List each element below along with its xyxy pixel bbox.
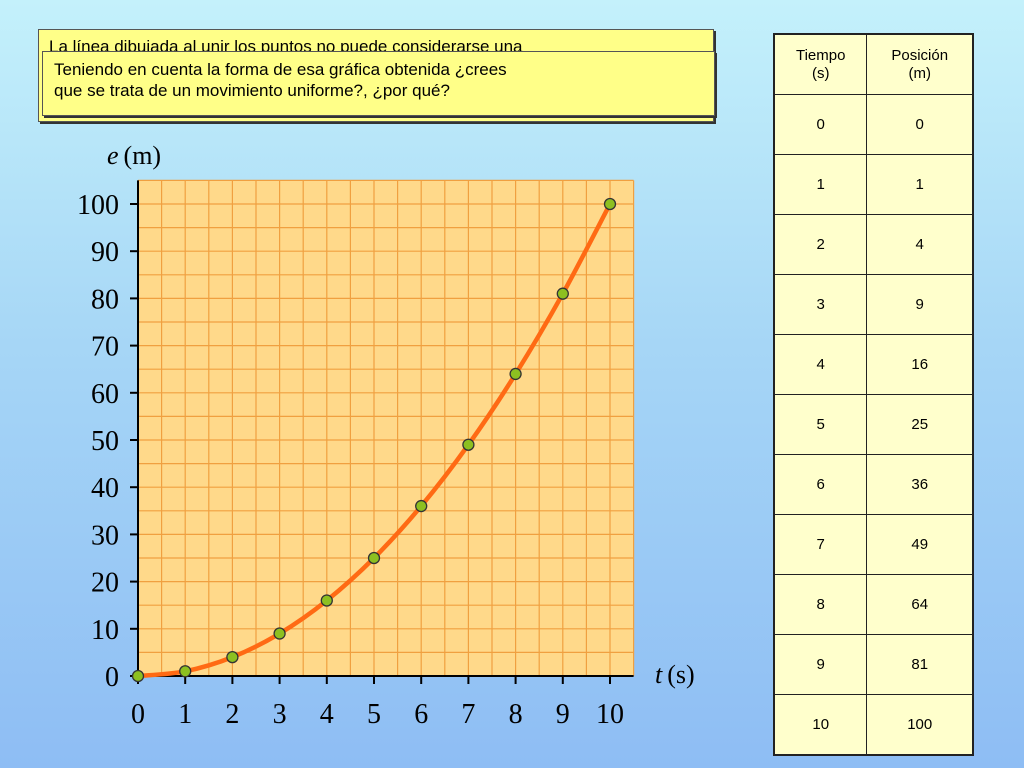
cell-position: 0 [866, 94, 974, 155]
x-tick-label: 6 [414, 699, 428, 730]
y-axis-unit: (m) [124, 141, 162, 170]
x-tick-label: 8 [509, 699, 523, 730]
y-tick-label: 40 [91, 473, 119, 504]
y-axis-variable: e [107, 141, 119, 170]
y-tick-label: 60 [91, 379, 119, 410]
y-tick-labels: 0 10 20 30 40 50 60 70 80 90 100 [77, 190, 119, 693]
x-tick-label: 10 [596, 699, 624, 730]
data-point [367, 551, 381, 565]
x-tick-label: 3 [273, 699, 287, 730]
cell-time: 10 [773, 694, 868, 756]
cell-time: 4 [773, 334, 868, 395]
cell-position: 9 [866, 274, 974, 335]
cell-time: 5 [773, 394, 868, 455]
x-tick-labels: 0 1 2 3 4 5 6 7 8 9 10 [131, 699, 624, 730]
table-row: 8 64 [773, 574, 974, 635]
cell-position: 16 [866, 334, 974, 395]
plot-area [138, 180, 634, 676]
x-axis-unit: (s) [667, 660, 694, 689]
x-tick-label: 7 [461, 699, 475, 730]
x-axis-label: t (s) [655, 660, 695, 689]
cell-time: 2 [773, 214, 868, 275]
header-time: Tiempo (s) [773, 33, 868, 95]
data-point [415, 499, 428, 513]
axes [130, 180, 634, 684]
y-tick-label: 90 [91, 237, 119, 268]
table-row: 5 25 [773, 394, 974, 455]
data-point [273, 627, 286, 640]
y-tick-label: 10 [91, 615, 119, 646]
x-tick-label: 2 [225, 699, 239, 730]
cell-time: 8 [773, 574, 868, 635]
grid-lines [138, 179, 635, 676]
x-axis-variable: t [655, 660, 663, 689]
cell-position: 49 [866, 514, 974, 575]
cell-time: 3 [773, 274, 868, 335]
table-row: 6 36 [773, 454, 974, 515]
cell-position: 64 [866, 574, 974, 635]
cell-position: 81 [866, 634, 974, 695]
x-tick-label: 1 [178, 699, 192, 730]
cell-time: 7 [773, 514, 868, 575]
x-tick-label: 5 [367, 699, 381, 730]
cell-time: 6 [773, 454, 868, 515]
data-point [131, 669, 145, 683]
question-line-2: que se trata de un movimiento uniforme?,… [54, 81, 450, 100]
y-axis-label: e (m) [107, 141, 161, 170]
data-point [556, 287, 569, 300]
cell-position: 36 [866, 454, 974, 515]
y-tick-label: 0 [105, 662, 119, 693]
y-tick-label: 70 [91, 332, 119, 363]
table-header-row: Tiempo (s) Posición (m) [773, 33, 974, 95]
question-note: Teniendo en cuenta la forma de esa gráfi… [42, 51, 715, 116]
table-row: 10 100 [773, 694, 974, 756]
data-point [509, 367, 522, 381]
data-point [320, 594, 333, 607]
question-line-1: Teniendo en cuenta la forma de esa gráfi… [54, 60, 507, 79]
y-tick-label: 20 [91, 568, 119, 599]
data-point [462, 438, 475, 451]
data-points [131, 197, 617, 683]
cell-position: 25 [866, 394, 974, 455]
y-tick-label: 80 [91, 284, 119, 315]
data-point [179, 665, 192, 678]
table-row: 7 49 [773, 514, 974, 575]
y-tick-label: 30 [91, 520, 119, 551]
y-tick-label: 100 [77, 190, 119, 221]
cell-time: 1 [773, 154, 868, 215]
header-position: Posición (m) [866, 33, 974, 95]
table-row: 9 81 [773, 634, 974, 695]
x-tick-label: 0 [131, 699, 145, 730]
cell-position: 4 [866, 214, 974, 275]
x-tick-label: 4 [320, 699, 334, 730]
y-tick-label: 50 [91, 426, 119, 457]
cell-position: 1 [866, 154, 974, 215]
cell-position: 100 [866, 694, 974, 756]
data-table: Tiempo (s) Posición (m) 0 0 1 1 2 4 3 9 4 16 5 25 6 3… [773, 33, 974, 756]
cell-time: 9 [773, 634, 868, 695]
data-point [226, 650, 239, 664]
cell-time: 0 [773, 94, 868, 155]
table-row: 4 16 [773, 334, 974, 395]
x-tick-label: 9 [556, 699, 570, 730]
data-point [603, 197, 617, 211]
